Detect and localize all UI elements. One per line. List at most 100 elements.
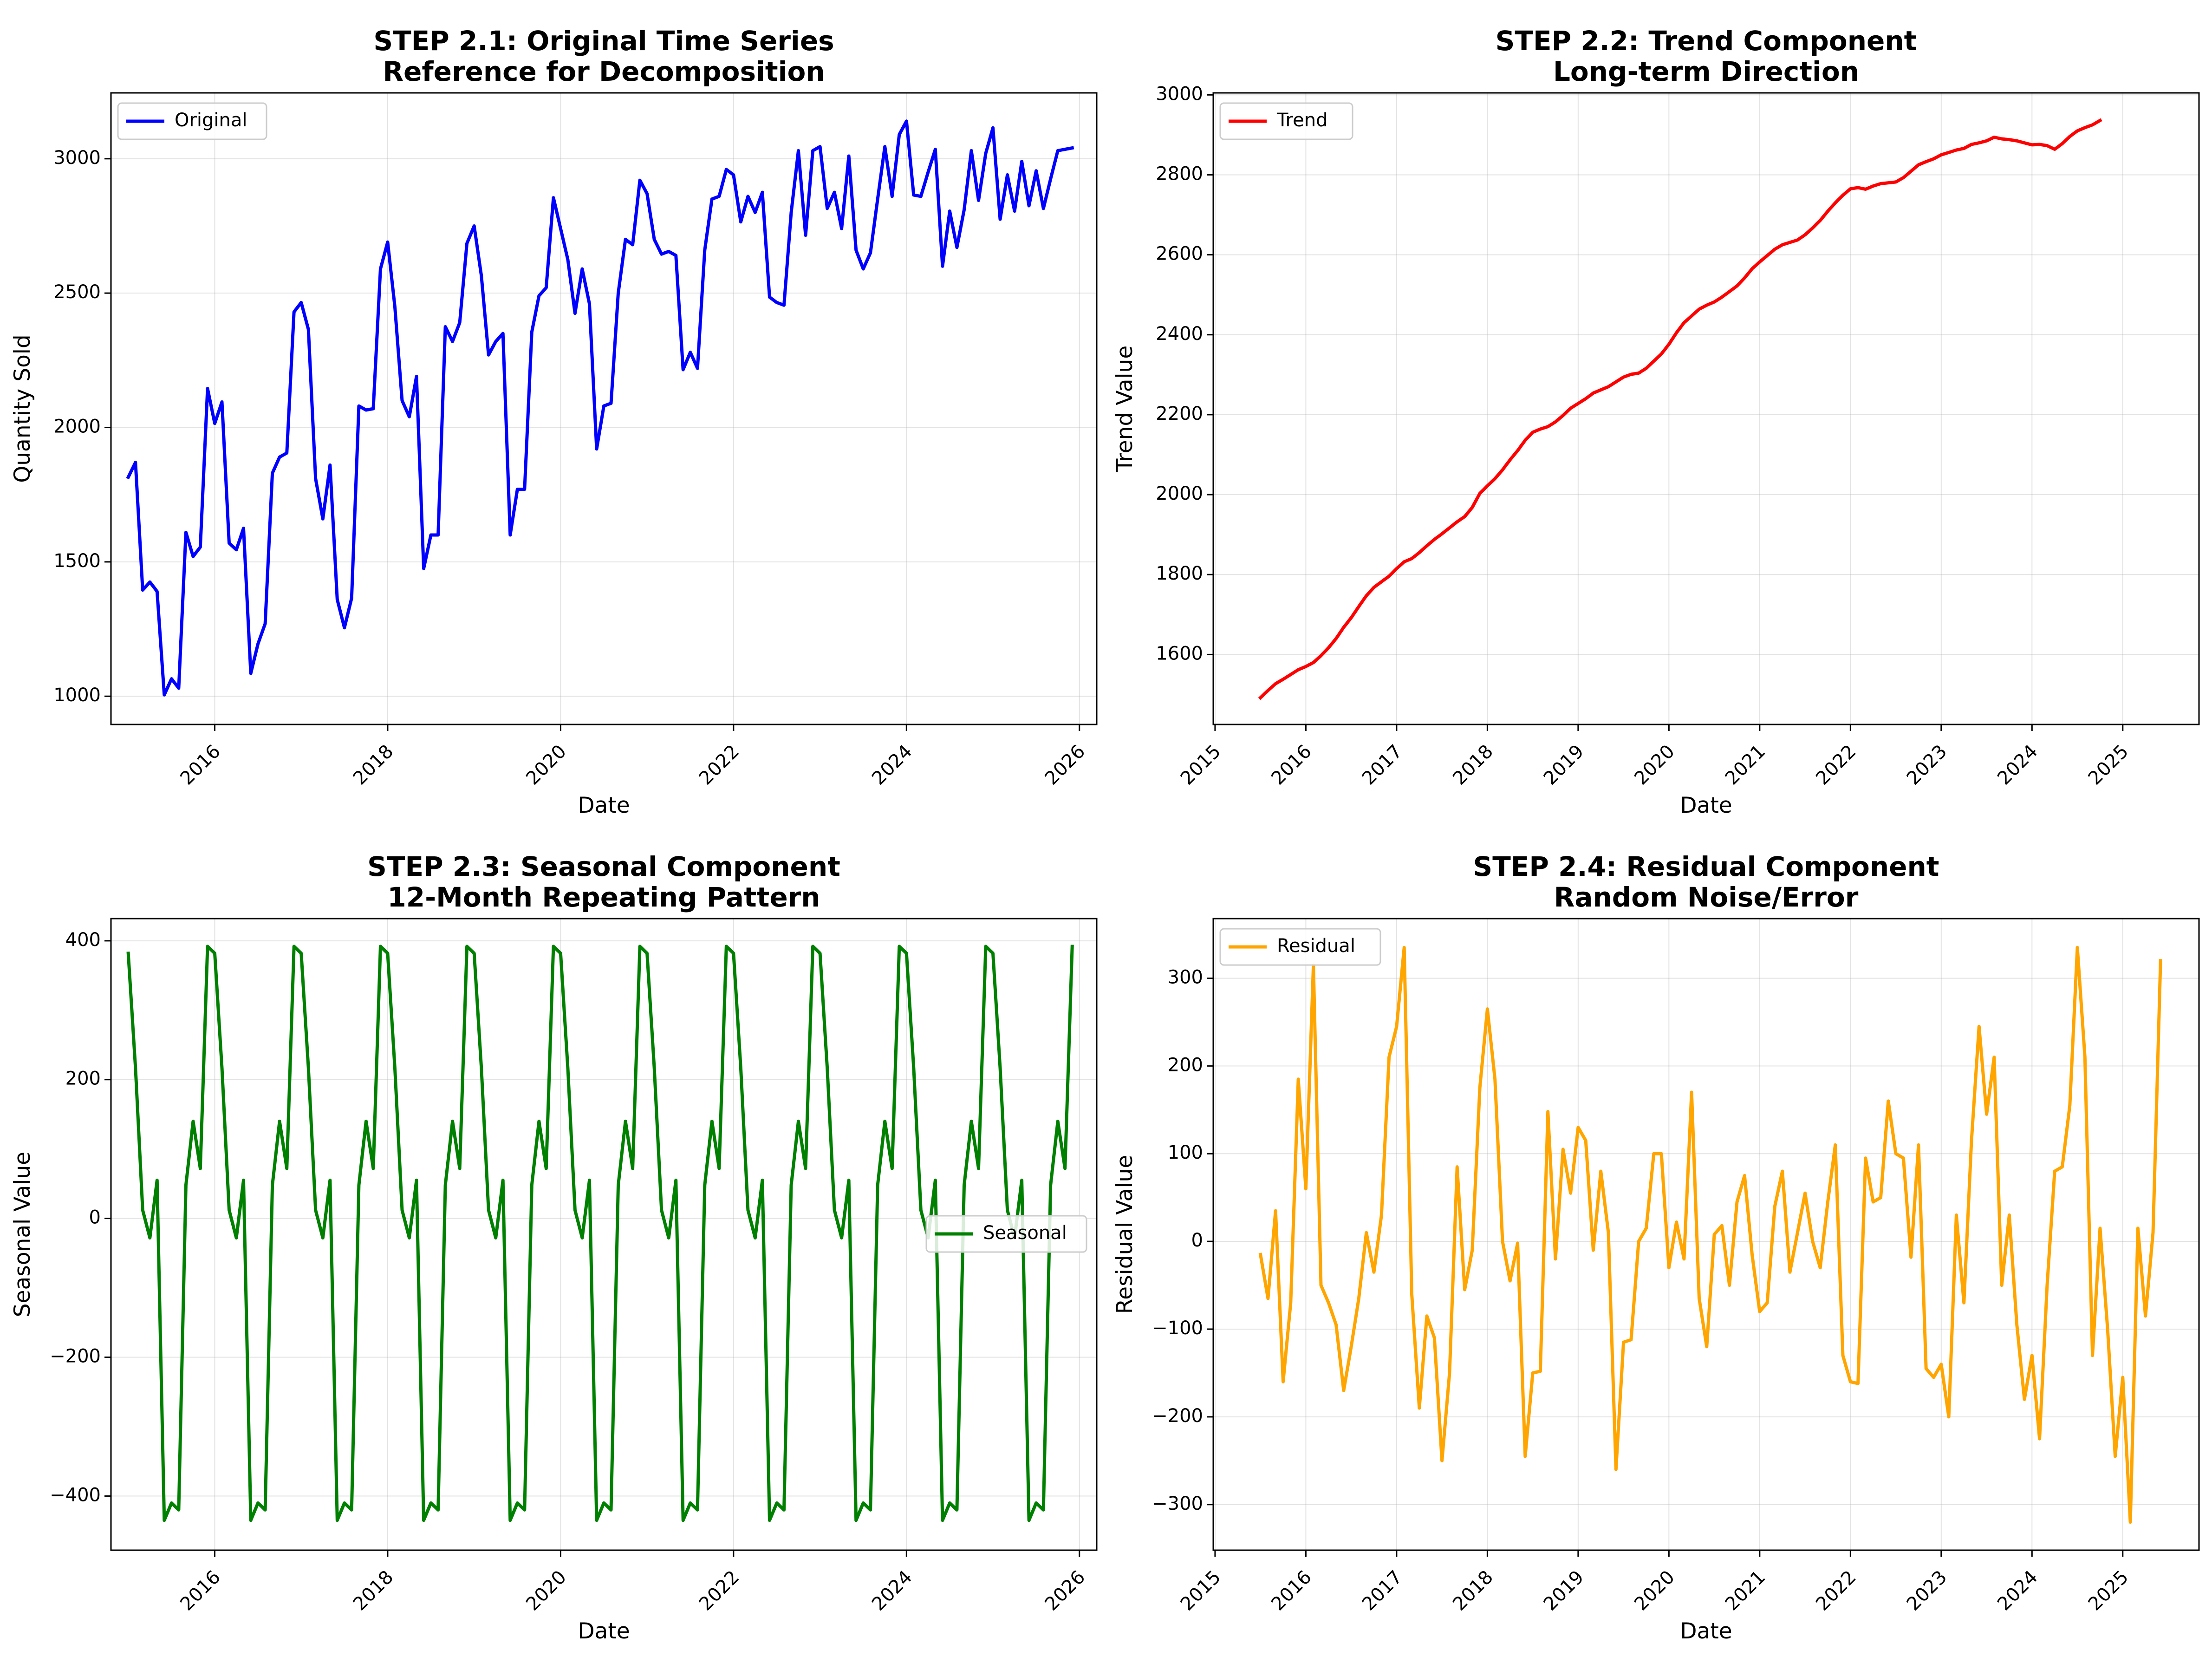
y-tick-label: 2800 (1156, 163, 1203, 184)
x-tick-label: 2016 (176, 741, 225, 789)
series-line-trend (1258, 118, 2102, 700)
x-axis-label: Date (578, 1618, 630, 1644)
x-tick-label: 2018 (349, 1566, 398, 1615)
x-tick-label: 2024 (1993, 1566, 2042, 1615)
legend: Residual (1219, 928, 1381, 966)
x-tick-label: 2015 (1177, 1566, 1225, 1615)
series-line-seasonal (126, 945, 1074, 1522)
plot-frame (110, 92, 1098, 725)
x-tick-label: 2021 (1721, 1566, 1770, 1615)
legend-label: Trend (1276, 110, 1327, 131)
y-tick-label: 400 (65, 929, 101, 951)
y-tick-label: 300 (1168, 966, 1203, 988)
x-tick-label: 2016 (176, 1566, 225, 1615)
y-tick-label: 0 (89, 1207, 101, 1228)
y-tick-label: 200 (1168, 1054, 1203, 1076)
x-tick-label: 2015 (1177, 741, 1225, 789)
chart-subtitle: Reference for Decomposition (383, 56, 825, 87)
legend-label: Original (175, 110, 247, 131)
chart-trend: 2015 2016 2017 2018 2019 2020 2021 2022 2023 2024… (1112, 25, 2200, 818)
legend-label: Seasonal (983, 1222, 1067, 1244)
chart-residual: 2015 2016 2017 2018 2019 2020 2021 2022 2023 2024… (1112, 851, 2200, 1644)
plot-frame (1212, 918, 2200, 1551)
y-tick-label: 2500 (53, 281, 101, 303)
chart-title: STEP 2.2: Trend Component (1496, 25, 1917, 57)
x-tick-label: 2020 (1630, 1566, 1679, 1615)
x-axis-label: Date (1680, 793, 1732, 818)
x-tick-label: 2021 (1721, 741, 1770, 789)
x-tick-label: 2024 (1993, 741, 2042, 789)
grid-lines (111, 93, 1097, 724)
chart-subtitle: Random Noise/Error (1554, 881, 1859, 913)
y-tick-label: 2200 (1156, 403, 1203, 424)
plot-frame (110, 918, 1098, 1551)
x-axis-label: Date (1680, 1618, 1732, 1644)
x-tick-label: 2025 (2084, 1566, 2133, 1615)
x-tick-label: 2024 (868, 741, 917, 789)
legend: Seasonal (925, 1215, 1087, 1253)
chart-title: STEP 2.4: Residual Component (1473, 851, 1939, 882)
x-tick-label: 2022 (1812, 741, 1861, 789)
x-tick-label: 2025 (2084, 741, 2133, 789)
chart-subtitle: Long-term Direction (1553, 56, 1859, 87)
x-tick-label: 2024 (868, 1566, 917, 1615)
y-tick-label: 1600 (1156, 643, 1203, 664)
legend-label: Residual (1277, 935, 1355, 957)
legend-box (1219, 102, 1353, 140)
series-line-original (126, 119, 1074, 697)
y-tick-label: 1000 (53, 685, 101, 706)
y-axis-label: Trend Value (1112, 346, 1138, 473)
y-tick-label: 2000 (53, 416, 101, 437)
y-tick-label: 1500 (53, 550, 101, 572)
x-tick-label: 2018 (1449, 1566, 1497, 1615)
y-tick-label: 100 (1168, 1142, 1203, 1163)
x-tick-label: 2019 (1540, 1566, 1588, 1615)
x-tick-label: 2020 (1630, 741, 1679, 789)
y-tick-label: −100 (1152, 1318, 1203, 1339)
plot-frame (1212, 92, 2200, 725)
x-tick-label: 2017 (1358, 741, 1407, 789)
chart-title: STEP 2.1: Original Time Series (373, 25, 834, 57)
x-tick-label: 2023 (1903, 1566, 1952, 1615)
y-tick-label: 3000 (53, 147, 101, 169)
x-tick-label: 2017 (1358, 1566, 1407, 1615)
x-axis-label: Date (578, 793, 630, 818)
legend-box (925, 1215, 1087, 1253)
y-tick-label: 3000 (1156, 83, 1203, 104)
y-tick-label: 2000 (1156, 483, 1203, 504)
legend-box (1219, 928, 1381, 966)
legend-box (117, 102, 267, 140)
y-tick-label: −200 (50, 1346, 101, 1367)
grid-lines (1213, 93, 2199, 724)
x-tick-label: 2016 (1267, 1566, 1316, 1615)
x-tick-label: 2026 (1041, 741, 1090, 789)
y-axis-label: Quantity Sold (10, 334, 35, 483)
x-tick-label: 2018 (1449, 741, 1497, 789)
x-tick-label: 2026 (1041, 1566, 1090, 1615)
x-tick-label: 2019 (1540, 741, 1588, 789)
chart-original: 2016 2018 2020 2022 2024 2026 1000 1500 2000 2500… (10, 25, 1098, 818)
y-tick-label: 2400 (1156, 323, 1203, 345)
x-tick-label: 2020 (522, 741, 571, 789)
chart-seasonal: 2016 2018 2020 2022 2024 2026 −400 −200 0 200 400 S… (10, 851, 1098, 1644)
chart-subtitle: 12-Month Repeating Pattern (387, 881, 820, 913)
y-tick-label: 0 (1191, 1230, 1203, 1251)
x-tick-label: 2022 (1812, 1566, 1861, 1615)
y-axis-label: Residual Value (1112, 1155, 1138, 1314)
series-line-residual (1258, 946, 2162, 1524)
x-tick-label: 2018 (349, 741, 398, 789)
chart-title: STEP 2.3: Seasonal Component (367, 851, 840, 882)
y-tick-label: −300 (1152, 1493, 1203, 1514)
x-tick-label: 2016 (1267, 741, 1316, 789)
y-tick-label: 200 (65, 1068, 101, 1089)
y-tick-label: 1800 (1156, 563, 1203, 584)
y-axis-label: Seasonal Value (10, 1152, 35, 1317)
x-tick-label: 2022 (695, 1566, 744, 1615)
x-tick-label: 2020 (522, 1566, 571, 1615)
x-tick-label: 2023 (1903, 741, 1952, 789)
legend: Original (117, 102, 267, 140)
legend: Trend (1219, 102, 1353, 140)
y-tick-label: −400 (50, 1484, 101, 1506)
